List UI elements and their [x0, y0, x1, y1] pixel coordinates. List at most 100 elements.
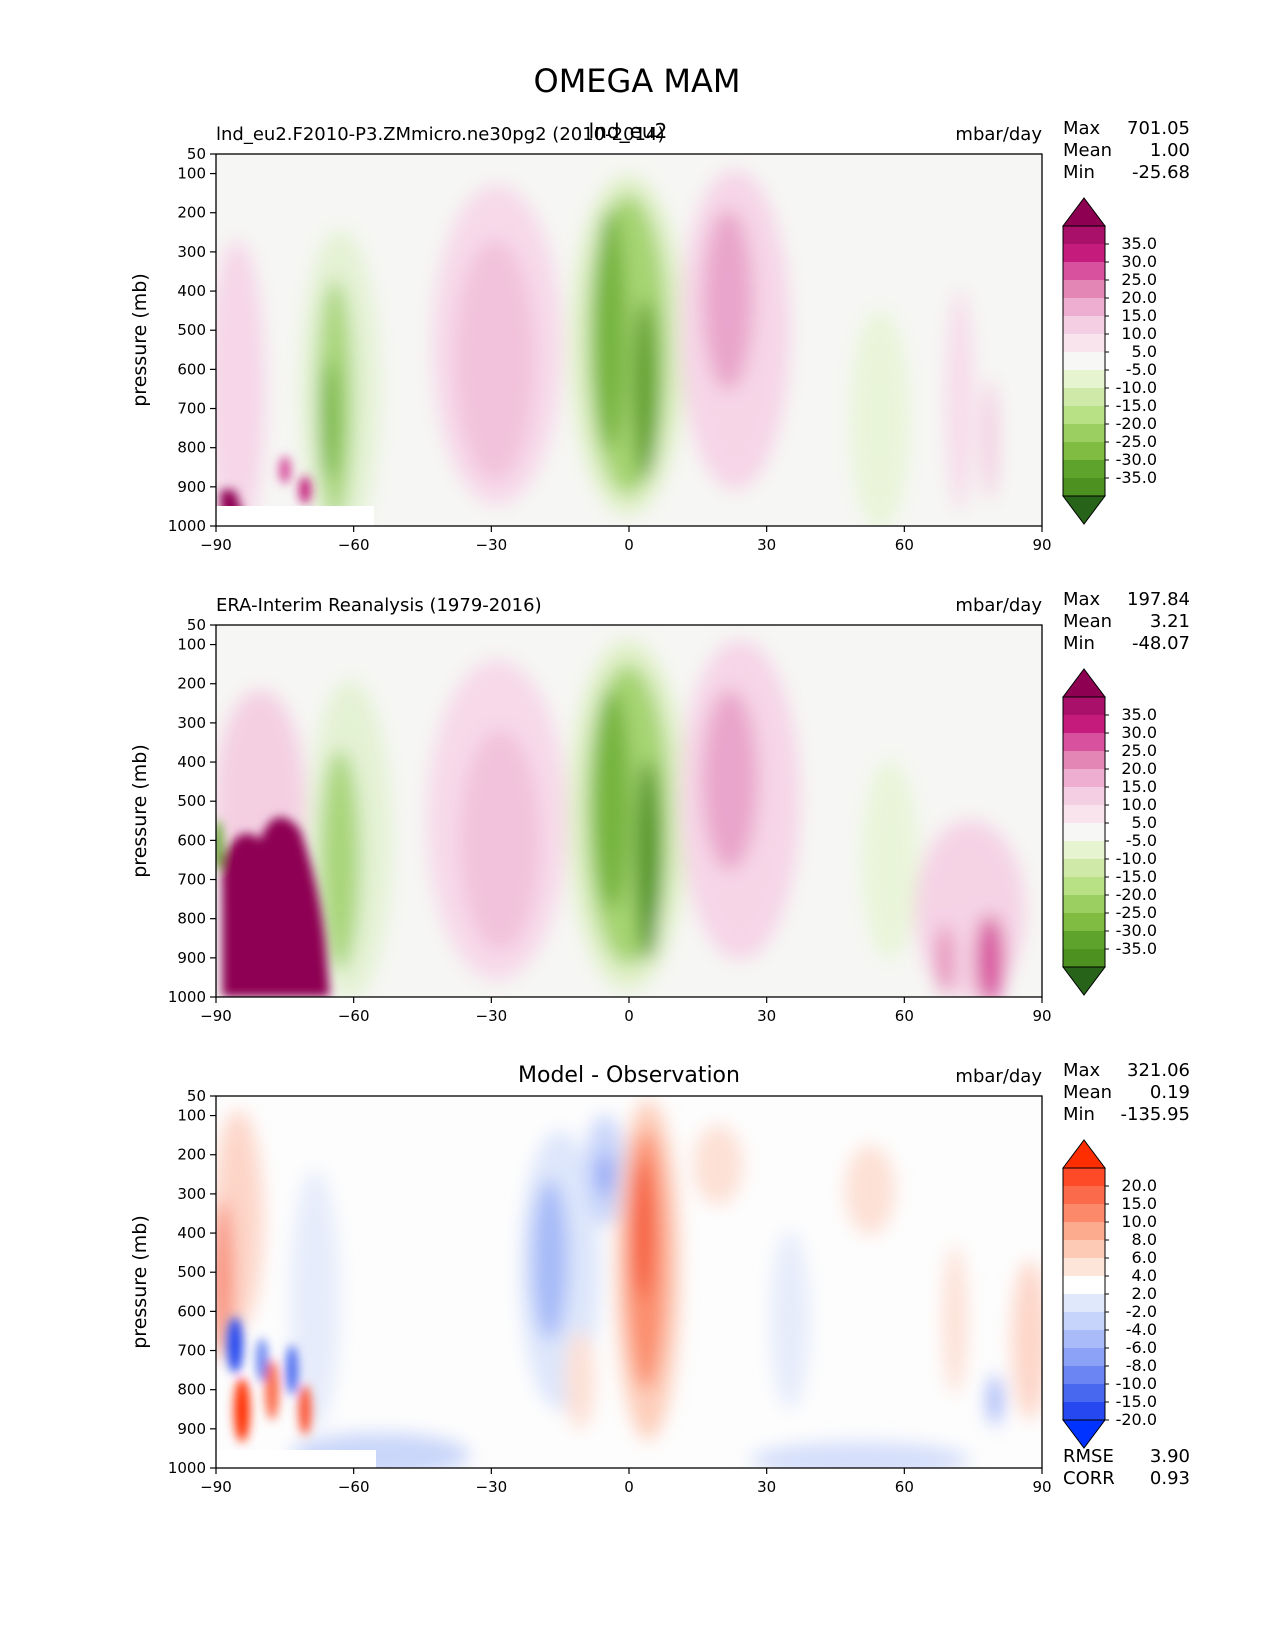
- x-tick-label: −60: [338, 1478, 370, 1496]
- x-tick-label: 30: [757, 1478, 776, 1496]
- colorbar-swatch: [1063, 859, 1105, 877]
- colorbar: 35.030.025.020.015.010.05.0-5.0-10.0-15.…: [1062, 668, 1157, 996]
- panel-test: −90 −60 −30 0 30 60 90 50 100 200 300 400 500 600 700…: [129, 118, 1190, 554]
- stat-value: 0.93: [1150, 1468, 1190, 1489]
- y-tick-label: 600: [177, 831, 206, 849]
- colorbar-tick-label: 20.0: [1121, 288, 1157, 307]
- colorbar-swatch: [1063, 1276, 1105, 1294]
- colorbar-extend-max: [1062, 197, 1106, 227]
- field-neg-band-60n: [862, 760, 918, 960]
- colorbar-tick-label: 5.0: [1132, 813, 1157, 832]
- y-tick-label: 400: [177, 1224, 206, 1242]
- colorbar-swatch: [1063, 1402, 1105, 1420]
- field-neg-core-eq-b: [633, 300, 657, 480]
- x-tick-label: 60: [895, 536, 914, 554]
- colorbar-swatch: [1063, 316, 1105, 334]
- x-tick-label: −90: [200, 1478, 232, 1496]
- y-tick-label: 400: [177, 753, 206, 771]
- y-tick-label: 800: [177, 439, 206, 457]
- panel-left-label: ERA-Interim Reanalysis (1979-2016): [216, 595, 542, 616]
- field-pos-band-75n: [915, 820, 1025, 997]
- stat-label: Max: [1063, 1060, 1101, 1081]
- colorbar-swatch: [1063, 769, 1105, 787]
- y-tick-label: 500: [177, 1263, 206, 1281]
- x-tick-label: 0: [624, 1007, 634, 1025]
- colorbar-tick-label: -5.0: [1126, 831, 1157, 850]
- panel-reference: −90 −60 −30 0 30 60 90 50 100 200 300 400 500 600 700…: [129, 589, 1190, 1025]
- stat-label: Mean: [1063, 611, 1112, 632]
- field-pos-core-80n: [976, 915, 1004, 997]
- colorbar-tick-label: -25.0: [1116, 903, 1157, 922]
- colorbar-tick-label: -20.0: [1116, 414, 1157, 433]
- field-neg-min-sh: [227, 1317, 243, 1373]
- colorbar-tick-label: -20.0: [1116, 1410, 1157, 1429]
- colorbar-swatch: [1063, 823, 1105, 841]
- colorbar-swatch: [1063, 388, 1105, 406]
- colorbar-tick-label: 25.0: [1121, 741, 1157, 760]
- colorbar-tick-label: -35.0: [1116, 939, 1157, 958]
- field-neg-core-5s: [597, 1153, 613, 1197]
- colorbar-swatch: [1063, 1186, 1105, 1204]
- colorbar-swatch: [1063, 334, 1105, 352]
- stat-label: Min: [1063, 633, 1095, 654]
- colorbar-swatch: [1063, 805, 1105, 823]
- colorbar-swatch: [1063, 1204, 1105, 1222]
- x-tick-label: 60: [895, 1478, 914, 1496]
- colorbar-frame: [1062, 696, 1106, 968]
- y-tick-label: 200: [177, 675, 206, 693]
- y-tick-label: 50: [187, 145, 206, 163]
- field-neg-core-eq-a: [594, 690, 630, 910]
- colorbar-extend-max: [1062, 668, 1106, 698]
- stat-label: Max: [1063, 589, 1101, 610]
- colorbar-swatch: [1063, 1168, 1105, 1186]
- colorbar-tick-label: -2.0: [1126, 1302, 1157, 1321]
- stat-label: RMSE: [1063, 1446, 1114, 1467]
- colorbar-swatch: [1063, 244, 1105, 262]
- stat-value: -48.07: [1132, 633, 1190, 654]
- colorbar-tick-label: 35.0: [1121, 705, 1157, 724]
- field-pos-band-75n: [946, 290, 974, 510]
- stat-value: 321.06: [1127, 1060, 1190, 1081]
- y-axis-label: pressure (mb): [129, 744, 151, 878]
- field-blobs: [216, 640, 1025, 997]
- field-pos-core-sh: [216, 1200, 232, 1360]
- y-tick-label: 100: [177, 636, 206, 654]
- field-pos-band-20n: [693, 1125, 743, 1205]
- stats-block: Max 701.05 Mean 1.00 Min -25.68: [1063, 118, 1190, 183]
- field-pos-max-sh: [222, 817, 330, 997]
- stat-label: Max: [1063, 118, 1101, 139]
- x-tick-label: −60: [338, 1007, 370, 1025]
- stat-value: 701.05: [1127, 118, 1190, 139]
- field-neg-band-60n: [850, 310, 910, 526]
- colorbar-tick-label: -35.0: [1116, 468, 1157, 487]
- colorbar-swatch: [1063, 949, 1105, 967]
- y-tick-label: 1000: [168, 988, 206, 1006]
- colorbar-swatch: [1063, 1222, 1105, 1240]
- field-pos-core-30s: [455, 240, 535, 480]
- y-tick-label: 100: [177, 165, 206, 183]
- x-tick-label: 90: [1032, 536, 1051, 554]
- x-tick-label: −90: [200, 1007, 232, 1025]
- field-neg-core-eq-a: [594, 210, 626, 450]
- y-tick-label: 700: [177, 1342, 206, 1360]
- field-pos-core-75n: [937, 925, 953, 995]
- x-tick-label: 60: [895, 1007, 914, 1025]
- colorbar-tick-label: -5.0: [1126, 360, 1157, 379]
- colorbar-tick-label: 10.0: [1121, 795, 1157, 814]
- colorbar-tick-label: 15.0: [1121, 1194, 1157, 1213]
- x-tick-label: 30: [757, 1007, 776, 1025]
- stat-label: Mean: [1063, 140, 1112, 161]
- colorbar: 20.015.010.08.06.04.02.0-2.0-4.0-6.0-8.0…: [1062, 1139, 1157, 1449]
- colorbar-swatch: [1063, 1258, 1105, 1276]
- colorbar-swatch: [1063, 841, 1105, 859]
- field-pos-core-30s: [460, 730, 540, 950]
- x-tick-label: 0: [624, 1478, 634, 1496]
- y-tick-label: 300: [177, 714, 206, 732]
- field-blobs: [216, 170, 998, 526]
- colorbar-swatch: [1063, 913, 1105, 931]
- field-pos-band-sh: [216, 240, 265, 526]
- x-tick-label: 90: [1032, 1478, 1051, 1496]
- colorbar-tick-label: -10.0: [1116, 849, 1157, 868]
- colorbar-tick-label: 2.0: [1132, 1284, 1157, 1303]
- y-tick-label: 1000: [168, 1459, 206, 1477]
